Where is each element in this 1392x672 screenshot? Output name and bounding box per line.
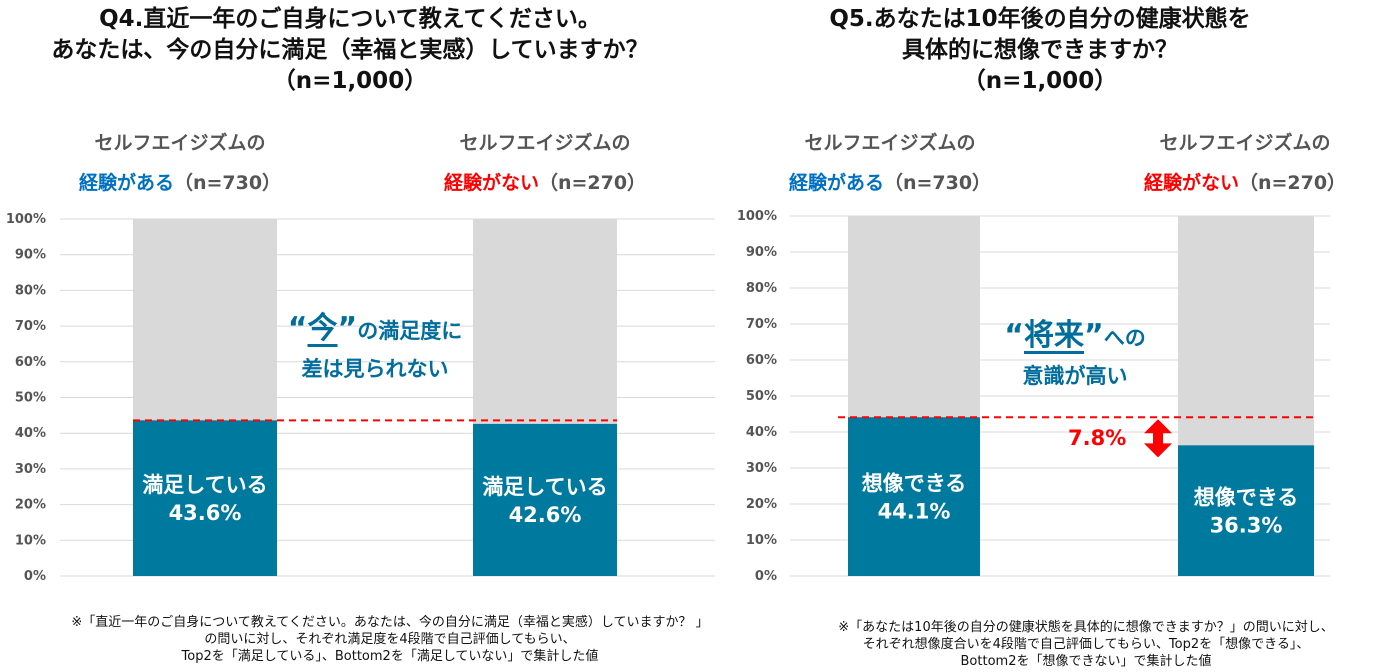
- q5-callout-close-quote: ”: [1084, 318, 1104, 353]
- q5-difference-label: 7.8%: [1068, 426, 1127, 450]
- q4-y-tick-label: 20%: [15, 498, 46, 513]
- q5-callout-rest: への: [1103, 326, 1146, 350]
- q5-y-tick-label: 60%: [746, 353, 777, 368]
- q5-callout-open-quote: “: [1004, 318, 1024, 353]
- q5-bar-series-label: 想像できる: [1194, 486, 1299, 510]
- q5-y-tick-label: 90%: [746, 245, 777, 260]
- q4-footnote: ※「直近一年のご自身について教えてください。あなたは、今の自分に満足（幸福と実感…: [0, 614, 780, 665]
- q4-y-tick-label: 80%: [15, 283, 46, 298]
- q4-bar: [473, 423, 617, 576]
- q5-y-tick-label: 20%: [746, 497, 777, 512]
- q4-y-tick-label: 40%: [15, 426, 46, 441]
- q5-bar: [1178, 445, 1314, 576]
- q4-callout-rest: の満足度に: [357, 319, 463, 343]
- q5-title-line1: Q5.あなたは10年後の自分の健康状態を: [829, 6, 1251, 32]
- q4-group2-experience: 経験がない: [443, 172, 539, 194]
- q5-group2-line1: セルフエイジズムの: [1159, 132, 1331, 154]
- difference-arrow-icon: [1144, 419, 1172, 458]
- q4-group2-subheader: 経験がない（n=270）: [420, 168, 670, 195]
- q4-title: Q4.直近一年のご自身について教えてください。 あなたは、今の自分に満足（幸福と…: [0, 4, 700, 97]
- q4-y-tick-label: 0%: [24, 569, 46, 584]
- q4-bar-series-label: 満足している: [482, 475, 607, 499]
- q5-callout-line2: 意識が高い: [1022, 364, 1128, 388]
- q5-group1-line1: セルフエイジズムの: [804, 132, 976, 154]
- q5-footnote-line2: それぞれ想像度合いを4段階で自己評価してもらい、Top2を「想像できる」、: [862, 637, 1310, 652]
- q4-title-line2: あなたは、今の自分に満足（幸福と実感）していますか？: [51, 37, 649, 63]
- q4-callout-close-quote: ”: [337, 311, 358, 346]
- q5-y-tick-label: 80%: [746, 281, 777, 296]
- q4-group1-header: セルフエイジズムの: [55, 128, 305, 155]
- q4-y-tick-label: 70%: [15, 319, 46, 334]
- q4-group2-n: （n=270）: [538, 172, 647, 194]
- q4-footnote-line1: ※「直近一年のご自身について教えてください。あなたは、今の自分に満足（幸福と実感…: [71, 615, 709, 630]
- q4-bar-value-label: 43.6%: [169, 501, 242, 525]
- q4-callout: “今”の満足度に 差は見られない: [265, 303, 485, 383]
- q5-y-tick-label: 50%: [746, 389, 777, 404]
- q4-y-tick-label: 60%: [15, 355, 46, 370]
- q5-group1-experience: 経験がある: [788, 172, 884, 194]
- q4-y-tick-label: 100%: [6, 212, 46, 227]
- q4-group1-subheader: 経験がある（n=730）: [55, 168, 305, 195]
- q5-y-tick-label: 30%: [746, 461, 777, 476]
- q5-y-tick-label: 40%: [746, 425, 777, 440]
- q4-group2-header: セルフエイジズムの: [420, 128, 670, 155]
- q5-title-line2: 具体的に想像できますか？: [902, 37, 1178, 63]
- q4-title-line1: Q4.直近一年のご自身について教えてください。: [99, 6, 601, 32]
- q4-group1-experience: 経験がある: [78, 172, 174, 194]
- q5-bar-series-label: 想像できる: [862, 472, 967, 496]
- q4-bar-value-label: 42.6%: [509, 503, 582, 527]
- q4-callout-keyword: 今: [307, 311, 338, 346]
- q5-title: Q5.あなたは10年後の自分の健康状態を 具体的に想像できますか？ （n=1,0…: [700, 4, 1380, 97]
- q4-y-tick-label: 10%: [15, 533, 46, 548]
- q4-y-tick-label: 90%: [15, 248, 46, 263]
- q5-group2-header: セルフエイジズムの: [1120, 128, 1370, 155]
- q5-y-tick-label: 0%: [755, 569, 777, 584]
- q5-group2-n: （n=270）: [1238, 172, 1347, 194]
- q5-callout-keyword: 将来: [1024, 318, 1084, 353]
- q5-bar-value-label: 36.3%: [1210, 514, 1283, 538]
- q4-callout-line2: 差は見られない: [301, 357, 449, 381]
- q4-footnote-line3: Top2を「満足している」、Bottom2を「満足していない」で集計した値: [181, 649, 599, 664]
- q5-group1-header: セルフエイジズムの: [765, 128, 1015, 155]
- q4-bar-series-label: 満足している: [142, 473, 267, 497]
- q5-footnote-line3: Bottom2を「想像できない」で集計した値: [960, 654, 1212, 669]
- q4-group1-line1: セルフエイジズムの: [94, 132, 266, 154]
- q5-y-tick-label: 70%: [746, 317, 777, 332]
- q5-group1-n: （n=730）: [883, 172, 992, 194]
- q5-title-line3: （n=1,000）: [962, 68, 1118, 94]
- q5-footnote-line1: ※「あなたは10年後の自分の健康状態を具体的に想像できますか？」の問いに対し、: [838, 620, 1334, 635]
- q4-group1-n: （n=730）: [173, 172, 282, 194]
- q5-group2-experience: 経験がない: [1143, 172, 1239, 194]
- q4-callout-open-quote: “: [287, 311, 308, 346]
- q5-footnote: ※「あなたは10年後の自分の健康状態を具体的に想像できますか？」の問いに対し、 …: [780, 619, 1392, 670]
- q4-title-line3: （n=1,000）: [272, 68, 428, 94]
- q4-y-tick-label: 30%: [15, 462, 46, 477]
- q5-callout: “将来”への 意識が高い: [975, 310, 1175, 390]
- q5-y-tick-label: 10%: [746, 533, 777, 548]
- q4-y-tick-label: 50%: [15, 391, 46, 406]
- q5-group1-subheader: 経験がある（n=730）: [765, 168, 1015, 195]
- q4-footnote-line2: の問いに対し、それぞれ満足度を4段階で自己評価してもらい、: [204, 632, 576, 647]
- q4-group2-line1: セルフエイジズムの: [459, 132, 631, 154]
- q5-bar-value-label: 44.1%: [878, 500, 951, 524]
- q5-group2-subheader: 経験がない（n=270）: [1120, 168, 1370, 195]
- q5-bar: [848, 417, 980, 576]
- q5-y-tick-label: 100%: [737, 209, 777, 224]
- q4-bar: [133, 420, 277, 576]
